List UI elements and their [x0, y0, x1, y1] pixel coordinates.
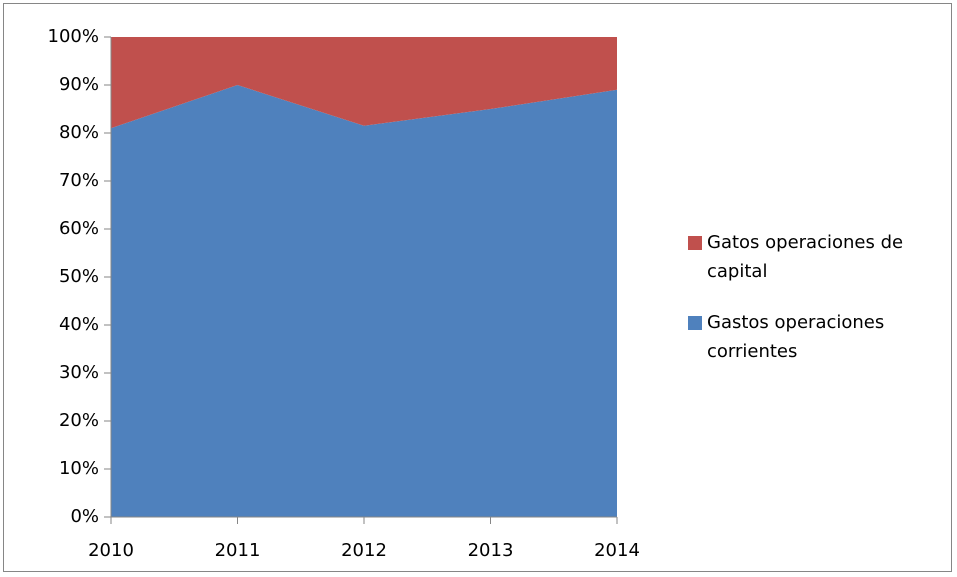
legend-swatch [688, 236, 702, 250]
legend-label: Gastos operaciones corrientes [707, 312, 885, 362]
x-tick-label: 2010 [88, 540, 134, 561]
y-tick-label: 20% [59, 410, 99, 431]
x-tick-label: 2014 [594, 540, 640, 561]
legend-label: Gatos operaciones de capital [707, 232, 904, 282]
y-tick-label: 10% [59, 458, 99, 479]
legend-swatch [688, 316, 702, 330]
area [111, 85, 617, 517]
y-tick-label: 70% [59, 170, 99, 191]
y-tick-label: 50% [59, 266, 99, 287]
y-tick-label: 30% [59, 362, 99, 383]
y-tick-label: 90% [59, 74, 99, 95]
x-tick-label: 2011 [215, 540, 261, 561]
legend: Gatos operaciones de capital Gastos opera… [688, 228, 950, 388]
y-tick-label: 0% [70, 506, 99, 527]
x-tick-label: 2012 [341, 540, 387, 561]
legend-entry: Gatos operaciones de capital [688, 228, 950, 286]
area [111, 37, 617, 129]
y-tick-label: 60% [59, 218, 99, 239]
y-tick-label: 100% [48, 26, 99, 47]
x-tick-label: 2013 [468, 540, 514, 561]
legend-entry: Gastos operaciones corrientes [688, 308, 950, 366]
y-tick-label: 40% [59, 314, 99, 335]
y-tick-label: 80% [59, 122, 99, 143]
